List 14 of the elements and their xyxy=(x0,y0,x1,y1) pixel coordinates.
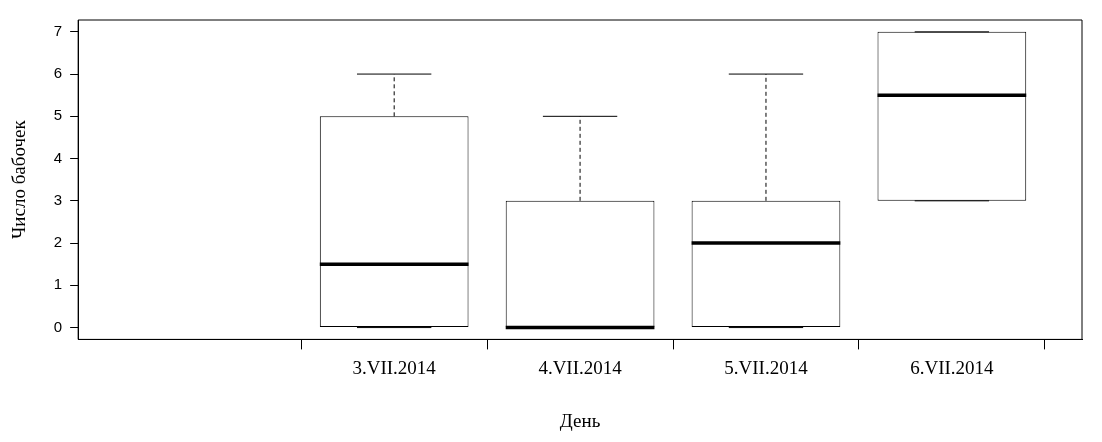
y-tick-label: 5 xyxy=(53,106,63,124)
x-tick-label: 6.VII.2014 xyxy=(910,356,995,378)
y-tick-label: 6 xyxy=(53,64,63,82)
y-tick-label: 0 xyxy=(53,317,63,335)
y-axis-title: Число бабочек xyxy=(8,119,30,240)
x-axis-title: День xyxy=(559,409,601,431)
y-tick-label: 7 xyxy=(53,21,63,39)
x-tick-label: 5.VII.2014 xyxy=(724,356,809,378)
x-tick-label: 3.VII.2014 xyxy=(352,356,437,378)
y-tick-label: 1 xyxy=(53,275,63,293)
y-tick-label: 2 xyxy=(53,233,63,251)
x-tick-label: 4.VII.2014 xyxy=(538,356,623,378)
y-tick-label: 3 xyxy=(53,190,63,208)
y-tick-label: 4 xyxy=(53,148,63,166)
